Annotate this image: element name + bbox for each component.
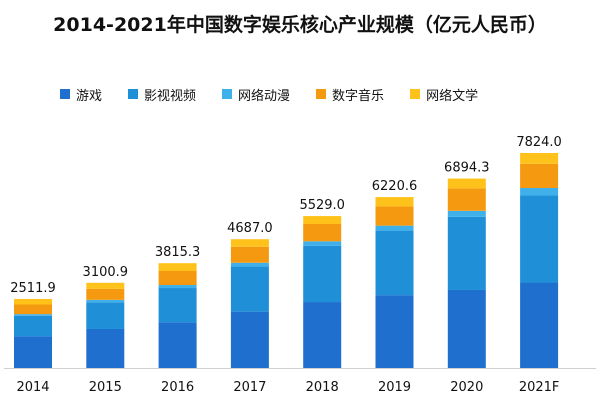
bar-2015-2 [86,299,125,303]
bar-2018-0 [303,302,342,368]
legend-item-2: 网络动漫 [222,85,290,104]
legend-label-3: 数字音乐 [332,88,385,104]
legend-label-2: 网络动漫 [238,88,291,104]
x-tick-label-2019: 2019 [378,380,411,395]
total-label-2014: 2511.9 [10,281,56,296]
chart-title: 2014-2021年中国数字娱乐核心产业规模（亿元人民币） [53,14,547,36]
total-label-2019: 6220.6 [372,179,418,194]
legend-item-3: 数字音乐 [316,85,384,104]
x-tick-label-2017: 2017 [233,380,266,395]
legend-swatch-2 [222,89,233,99]
bar-2020-1 [447,216,486,290]
bar-2014-3 [14,304,52,315]
bar-2016-1 [158,288,197,323]
bar-2016-3 [158,270,197,286]
bar-2015-1 [86,302,125,329]
x-tick-label-2014: 2014 [16,380,49,395]
legend-label-4: 网络文学 [426,88,479,104]
legend-item-1: 影视视频 [128,85,196,104]
bar-2020-3 [447,188,486,211]
bar-2017-3 [230,246,269,263]
bar-2019-2 [375,225,414,231]
total-label-2018: 5529.0 [299,198,345,213]
legend-label-0: 游戏 [76,88,103,104]
total-label-2020: 6894.3 [444,161,490,176]
bar-2018-4 [303,216,342,225]
legend-swatch-0 [60,89,70,99]
bar-2014-4 [14,298,52,305]
bar-2021F-1 [520,195,559,283]
x-tick-label-2015: 2015 [89,380,122,395]
bar-2017-1 [230,266,269,312]
bar-2019-3 [375,206,414,226]
total-label-2017: 4687.0 [227,221,273,236]
bar-2017-0 [230,311,269,368]
bar-2016-4 [158,263,197,271]
bar-2015-4 [86,282,125,289]
x-tick-label-2020: 2020 [450,380,483,395]
bar-2015-0 [86,328,125,368]
bar-2021F-0 [520,282,559,368]
bar-2016-0 [158,322,197,368]
x-tick-label-2018: 2018 [306,380,339,395]
x-tick-label-2021F: 2021F [519,380,560,395]
bar-2014-0 [14,336,52,368]
bar-2019-0 [375,295,414,368]
bar-2020-2 [447,210,486,217]
legend-swatch-3 [316,89,327,99]
bar-2014-2 [14,314,52,316]
bar-2018-2 [303,241,342,246]
legend-swatch-4 [410,89,421,99]
bar-2016-2 [158,285,197,289]
legend-swatch-1 [128,89,139,99]
total-label-2015: 3100.9 [83,265,129,280]
legend-label-1: 影视视频 [144,88,197,104]
bar-2021F-2 [520,188,559,196]
chart-legend: 游戏 影视视频 网络动漫 数字音乐 网络文学 [60,84,580,104]
bar-2015-3 [86,288,125,300]
bar-2020-0 [447,289,486,368]
bar-2021F-3 [520,163,559,189]
bar-2017-4 [230,239,269,247]
total-label-2021F: 7824.0 [516,135,562,150]
x-tick-label-2016: 2016 [161,380,194,395]
bar-2018-3 [303,224,342,242]
bar-2021F-4 [520,153,559,164]
bar-2017-2 [230,262,269,267]
total-label-2016: 3815.3 [155,245,201,260]
legend-item-4: 网络文学 [410,85,478,104]
legend-item-0: 游戏 [60,85,102,104]
bar-2019-1 [375,230,414,296]
bar-2018-1 [303,245,342,303]
bar-2014-1 [14,315,52,337]
bar-2020-4 [447,178,486,189]
bar-2019-4 [375,197,414,207]
